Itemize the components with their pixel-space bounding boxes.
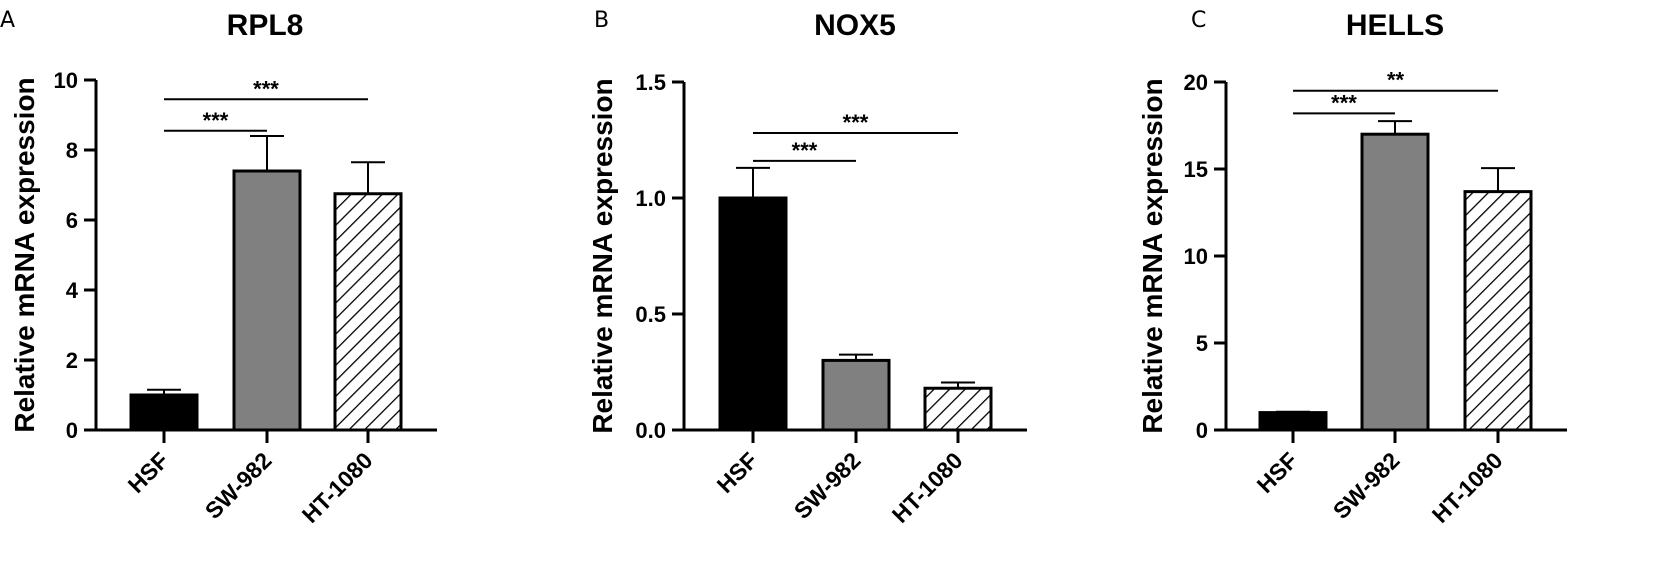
chart-rpl8: RPL8 Relative mRNA expression 0 2 4 6 8 10 HSF SW… (9, 9, 437, 528)
y-tick-label: 6 (66, 208, 78, 233)
bar-ht-1080 (333, 192, 403, 432)
bar-ht-1080 (1463, 190, 1533, 432)
y-axis-label: Relative mRNA expression (1137, 78, 1168, 433)
x-tick-label-ht-1080: HT-1080 (297, 447, 378, 528)
y-tick-label: 10 (54, 68, 78, 93)
significance-label: *** (1331, 90, 1357, 115)
bar-ht-1080 (923, 386, 993, 432)
y-tick-label: 10 (1184, 244, 1208, 269)
bar-hsf (718, 196, 788, 432)
y-tick-label: 1.0 (635, 186, 666, 211)
significance-label: *** (253, 76, 279, 101)
y-tick-label: 0.0 (635, 418, 666, 443)
x-tick-label-sw-982: SW-982 (1328, 447, 1405, 524)
y-tick-label: 0.5 (635, 302, 666, 327)
y-tick-label: 0 (66, 418, 78, 443)
bar-sw-982 (232, 169, 302, 432)
y-tick-label: 20 (1184, 70, 1208, 95)
x-tick-label-ht-1080: HT-1080 (887, 447, 968, 528)
bar-hsf (1258, 411, 1328, 432)
x-tick-label-hsf: HSF (712, 447, 763, 498)
bar-sw-982 (821, 358, 891, 432)
panel-letter-c: C (1191, 8, 1206, 33)
x-tick-label-ht-1080: HT-1080 (1427, 447, 1508, 528)
significance-label: *** (792, 138, 818, 163)
significance-label: *** (203, 108, 229, 133)
y-axis-label: Relative mRNA expression (9, 77, 40, 432)
significance-label: *** (843, 110, 869, 135)
chart-title: RPL8 (227, 9, 304, 42)
y-tick-label: 2 (66, 348, 78, 373)
panel-letter-b: B (594, 8, 609, 33)
chart-title: HELLS (1346, 9, 1444, 42)
y-tick-label: 15 (1184, 157, 1208, 182)
y-tick-label: 0 (1196, 418, 1208, 443)
chart-nox5: NOX5 Relative mRNA expression 0.0 0.5 1.0 1.5… (587, 9, 1027, 528)
chart-hells: HELLS Relative mRNA expression 0 5 10 15 20 HSF… (1137, 9, 1567, 528)
significance-label: ** (1387, 68, 1405, 93)
y-tick-label: 8 (66, 138, 78, 163)
y-tick-label: 5 (1196, 331, 1208, 356)
panel-letter-a: A (0, 8, 15, 33)
y-axis-label: Relative mRNA expression (587, 78, 618, 433)
x-tick-label-hsf: HSF (123, 447, 174, 498)
y-tick-label: 1.5 (635, 70, 666, 95)
x-tick-label-hsf: HSF (1252, 447, 1303, 498)
bar-sw-982 (1360, 132, 1430, 432)
x-tick-label-sw-982: SW-982 (200, 447, 277, 524)
bar-hsf (129, 393, 199, 432)
chart-title: NOX5 (814, 9, 896, 42)
y-tick-label: 4 (66, 278, 79, 303)
x-tick-label-sw-982: SW-982 (789, 447, 866, 524)
